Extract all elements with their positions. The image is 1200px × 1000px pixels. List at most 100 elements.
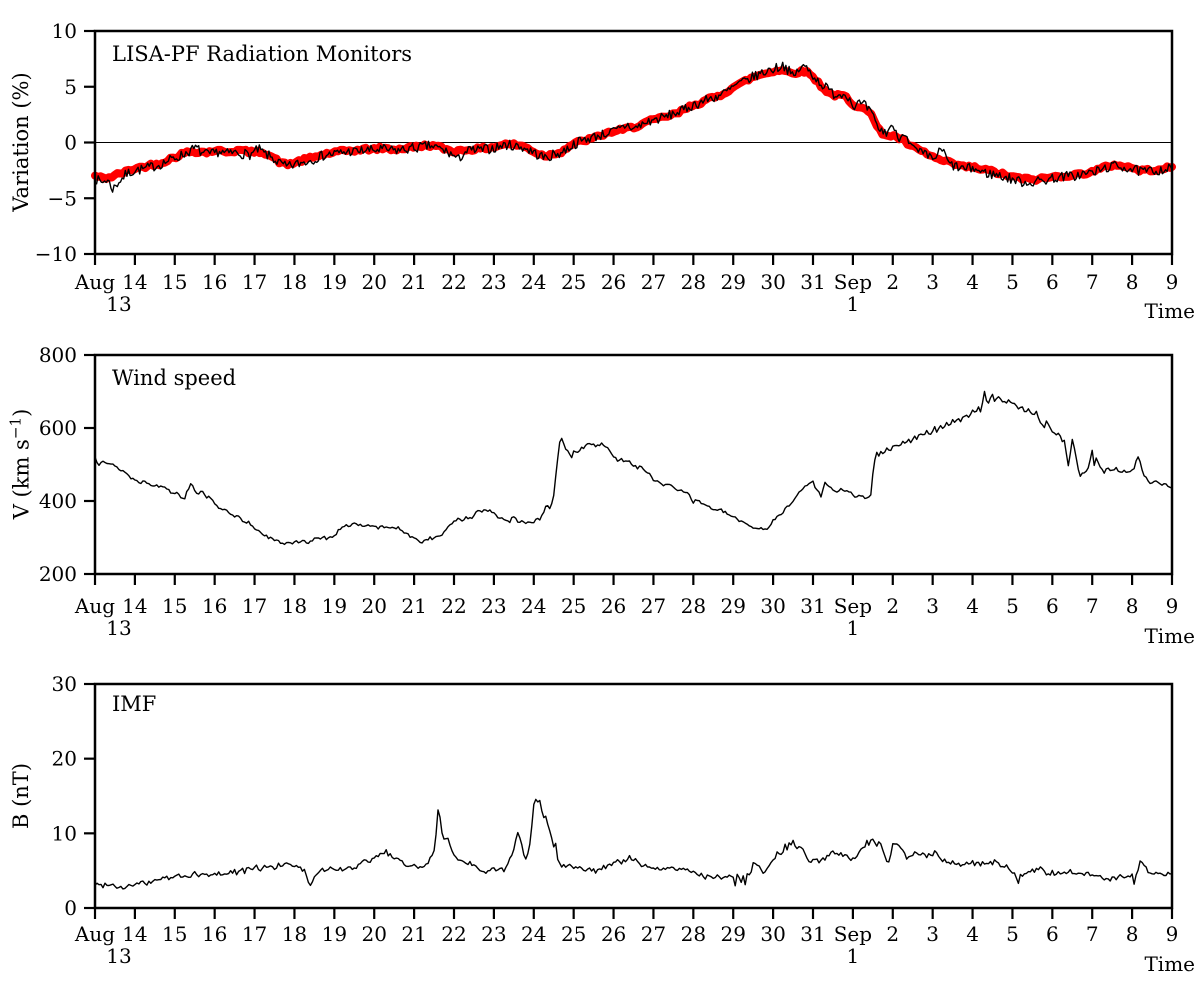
x-tick-label: 27 <box>641 270 666 294</box>
x-tick-label: Sep <box>834 270 872 294</box>
x-tick-label: Aug <box>74 270 115 294</box>
x-tick-label: 28 <box>681 594 706 618</box>
x-tick-label-line2: 13 <box>106 616 131 640</box>
x-tick-label: 8 <box>1126 270 1139 294</box>
x-tick-label: 21 <box>401 270 426 294</box>
y-tick-label: 10 <box>52 19 77 43</box>
x-tick-label: 31 <box>800 922 825 946</box>
x-tick-label: 4 <box>966 922 979 946</box>
x-tick-label: 24 <box>521 922 546 946</box>
x-tick-label: 18 <box>282 270 307 294</box>
y-tick-label: 30 <box>52 672 77 696</box>
x-tick-label: 3 <box>926 270 939 294</box>
x-tick-label: 28 <box>681 270 706 294</box>
x-tick-label: 26 <box>601 594 626 618</box>
x-tick-label: 26 <box>601 270 626 294</box>
x-tick-label: 30 <box>760 270 785 294</box>
y-axis-label-imf: B (nT) <box>9 762 33 830</box>
x-tick-label: 23 <box>481 922 506 946</box>
x-tick-label: 4 <box>966 270 979 294</box>
x-tick-label: 15 <box>162 270 187 294</box>
x-tick-label: 22 <box>441 270 466 294</box>
x-tick-label: 25 <box>561 594 586 618</box>
x-tick-label: 9 <box>1166 270 1179 294</box>
x-tick-label: 18 <box>282 922 307 946</box>
x-tick-label: 17 <box>242 270 267 294</box>
y-axis-label-variation: Variation (%) <box>9 72 33 212</box>
x-tick-label: 29 <box>720 922 745 946</box>
x-tick-label: 31 <box>800 594 825 618</box>
x-tick-label: 2 <box>886 922 899 946</box>
x-tick-label: 27 <box>641 922 666 946</box>
x-tick-label: 16 <box>202 922 227 946</box>
x-tick-label: 26 <box>601 922 626 946</box>
x-axis-label-time-2: Time <box>1144 624 1195 648</box>
plot-frame <box>93 682 1174 910</box>
x-tick-label: Aug <box>74 594 115 618</box>
series-imf-field-magnitude <box>94 798 1173 890</box>
x-tick-label: 23 <box>481 270 506 294</box>
x-tick-label: 28 <box>681 922 706 946</box>
x-tick-label: Aug <box>74 922 115 946</box>
y-axis-label-wind-speed: V (km s−1) <box>7 409 34 520</box>
x-tick-label: 30 <box>760 922 785 946</box>
y-tick-label: 800 <box>39 343 77 367</box>
x-tick-label: 14 <box>122 270 147 294</box>
x-tick-label: 2 <box>886 594 899 618</box>
x-tick-label: 15 <box>162 594 187 618</box>
x-tick-label: 22 <box>441 594 466 618</box>
x-tick-label: 30 <box>760 594 785 618</box>
x-tick-label: 20 <box>361 594 386 618</box>
x-tick-label: 9 <box>1166 594 1179 618</box>
x-tick-label: 19 <box>322 270 347 294</box>
x-tick-label: 23 <box>481 594 506 618</box>
panel-title-imf: IMF <box>112 692 157 716</box>
y-tick-label: 10 <box>52 821 77 845</box>
x-tick-label-line2: 13 <box>106 292 131 316</box>
y-tick-label: 600 <box>39 416 77 440</box>
y-axis-label-wind-exponent: −1 <box>6 416 25 440</box>
x-tick-label: 8 <box>1126 594 1139 618</box>
x-tick-label: 27 <box>641 594 666 618</box>
x-tick-label: 19 <box>322 922 347 946</box>
x-tick-label: 25 <box>561 922 586 946</box>
x-tick-label: 16 <box>202 270 227 294</box>
x-tick-label: 29 <box>720 270 745 294</box>
y-tick-label: 0 <box>64 896 77 920</box>
x-tick-label-line2: 1 <box>847 944 860 968</box>
x-axis-label-time-1: Time <box>1144 299 1195 323</box>
x-tick-label: 21 <box>401 594 426 618</box>
panel-title-wind-speed: Wind speed <box>112 366 237 390</box>
series-solar-wind-speed <box>94 390 1173 546</box>
x-tick-label: 6 <box>1046 922 1059 946</box>
x-tick-label: 9 <box>1166 922 1179 946</box>
y-tick-label: −5 <box>48 186 77 210</box>
x-tick-label: 7 <box>1086 594 1099 618</box>
x-tick-label: 25 <box>561 270 586 294</box>
x-tick-label: 7 <box>1086 270 1099 294</box>
x-tick-label: 17 <box>242 594 267 618</box>
series-radiation-black-line <box>94 61 1173 193</box>
x-tick-label: 4 <box>966 594 979 618</box>
y-axis-label-wind-suffix: ) <box>9 408 34 417</box>
x-tick-label: Sep <box>834 594 872 618</box>
y-tick-label: −10 <box>35 242 77 266</box>
x-tick-label: 19 <box>322 594 347 618</box>
x-tick-label: 21 <box>401 922 426 946</box>
x-tick-label: Sep <box>834 922 872 946</box>
x-tick-label-line2: 1 <box>847 616 860 640</box>
x-tick-label: 31 <box>800 270 825 294</box>
x-tick-label: 3 <box>926 922 939 946</box>
y-tick-label: 20 <box>52 747 77 771</box>
x-tick-label: 7 <box>1086 922 1099 946</box>
x-tick-label: 20 <box>361 922 386 946</box>
y-tick-label: 0 <box>64 131 77 155</box>
x-tick-label: 6 <box>1046 270 1059 294</box>
x-tick-label: 2 <box>886 270 899 294</box>
x-tick-label: 18 <box>282 594 307 618</box>
x-tick-label: 5 <box>1006 594 1019 618</box>
